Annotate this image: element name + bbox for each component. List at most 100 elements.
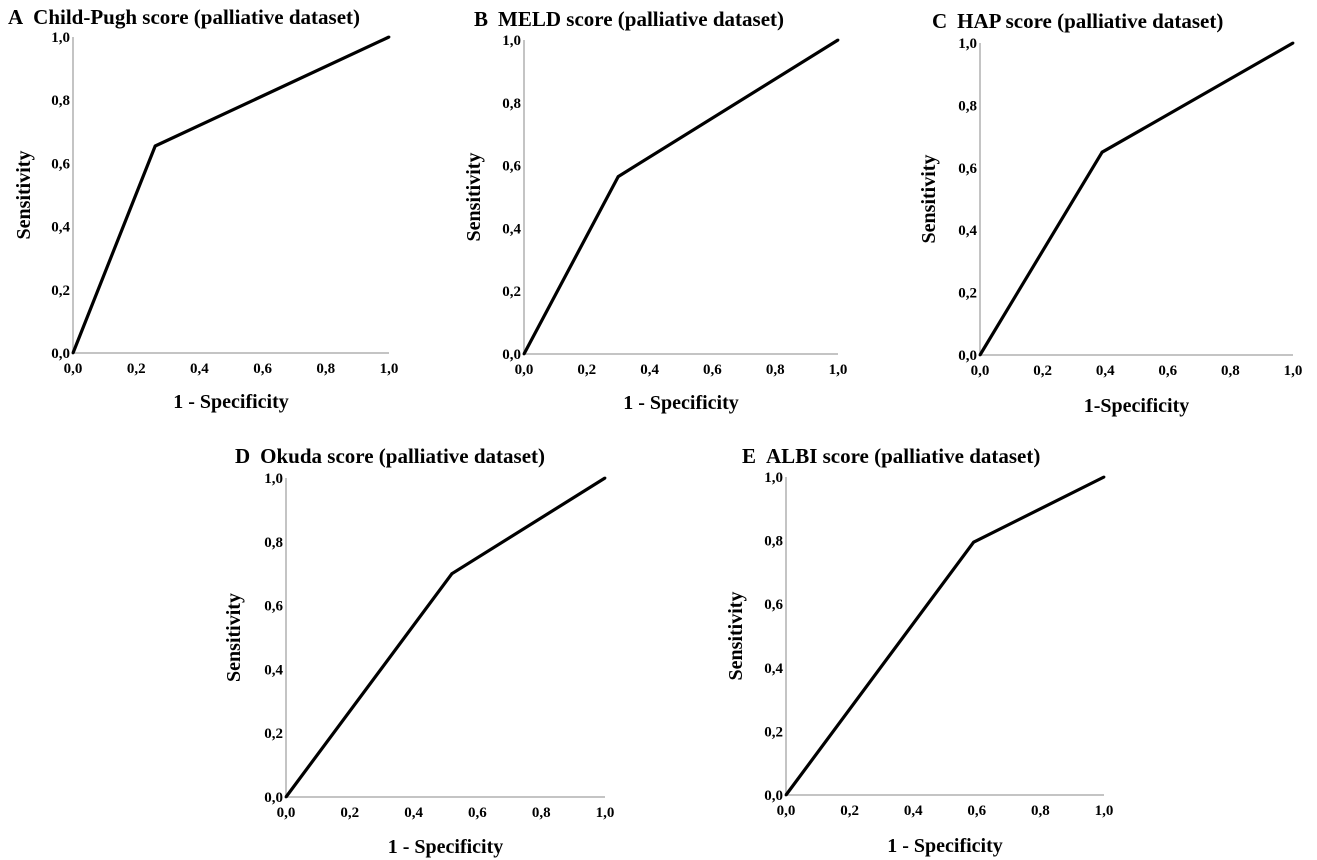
panel-c-y-tick-label: 1,0: [958, 36, 977, 52]
panel-b-x-tick-label: 1,0: [829, 362, 848, 378]
panel-a-y-tick-label: 0,0: [51, 346, 70, 362]
panel-b-x-tick-label: 0,2: [577, 362, 596, 378]
panel-a-y-label: Sensitivity: [13, 151, 35, 240]
panel-c-letter: C: [932, 9, 947, 33]
panel-c-x-tick-label: 1,0: [1284, 363, 1303, 379]
panel-b-x-label: 1 - Specificity: [623, 392, 739, 414]
panel-b-roc-point: [836, 38, 840, 42]
panel-d-x-tick-label: 0,8: [532, 805, 551, 821]
panel-b-y-tick-label: 0,0: [502, 347, 521, 363]
panel-e-y-tick-label: 0,0: [764, 788, 783, 804]
panel-e-x-tick-label: 0,8: [1031, 803, 1050, 819]
panel-d-x-tick-label: 0,6: [468, 805, 487, 821]
panel-b-y-tick-label: 0,4: [502, 221, 521, 237]
panel-e-y-tick-label: 0,6: [764, 597, 783, 613]
panel-a-x-tick-label: 1,0: [380, 361, 399, 377]
panel-a: A Child-Pugh score (palliative dataset) 0,…: [8, 5, 398, 413]
panel-b-x-tick-label: 0,6: [703, 362, 722, 378]
panel-e-y-tick-label: 0,4: [764, 661, 783, 677]
panel-b-x-tick-label: 0,4: [640, 362, 659, 378]
panel-c-x-tick-label: 0,6: [1158, 363, 1177, 379]
panel-e-roc-point: [972, 540, 976, 544]
panel-d-x-tick-label: 0,0: [277, 805, 296, 821]
panel-c-y-tick-label: 0,4: [958, 223, 977, 239]
panel-d-y-label: Sensitivity: [223, 593, 245, 682]
panel-d-title: D Okuda score (palliative dataset): [235, 444, 545, 468]
panel-c-y-tick-label: 0,8: [958, 98, 977, 114]
panel-a-letter: A: [8, 5, 24, 29]
panel-d-roc-point: [284, 795, 288, 799]
panel-b-roc-curve: [522, 38, 839, 355]
panel-d-letter: D: [235, 444, 250, 468]
panel-e-x-tick-label: 0,2: [840, 803, 859, 819]
panel-b-letter: B: [474, 7, 488, 31]
panel-c-x-tick-label: 0,0: [971, 363, 990, 379]
panel-e-y-label: Sensitivity: [725, 592, 747, 681]
panel-d-y-tick-label: 0,6: [264, 599, 283, 615]
panel-d-roc-point: [603, 476, 607, 480]
panel-b-y-tick-label: 0,6: [502, 159, 521, 175]
panel-d-title-text: Okuda score (palliative dataset): [260, 444, 545, 468]
panel-a-x-tick-label: 0,2: [127, 361, 146, 377]
panel-b-y-tick-label: 1,0: [502, 33, 521, 49]
panel-c-roc-curve: [978, 41, 1294, 356]
panel-c-x-tick-label: 0,8: [1221, 363, 1240, 379]
panel-e-roc-point: [784, 793, 788, 797]
panel-a-x-tick-label: 0,8: [316, 361, 335, 377]
panel-e-roc-curve: [784, 475, 1105, 796]
panel-d-y-tick-label: 0,0: [264, 790, 283, 806]
panel-e-x-label: 1 - Specificity: [887, 835, 1003, 857]
panel-d-roc-point: [450, 572, 454, 576]
panel-e-x-tick-label: 1,0: [1095, 803, 1114, 819]
panel-e-y-tick-label: 0,2: [764, 724, 783, 740]
panel-a-y-tick-label: 0,2: [51, 283, 70, 299]
panel-c-roc-point: [1291, 41, 1295, 45]
panel-d-roc-curve: [284, 476, 606, 798]
panel-b-title: B MELD score (palliative dataset): [474, 7, 784, 31]
panel-c-x-label: 1-Specificity: [1084, 395, 1190, 417]
panel-b-y-tick-label: 0,8: [502, 96, 521, 112]
panel-b-y-label: Sensitivity: [463, 153, 485, 242]
panel-a-y-tick-label: 0,8: [51, 93, 70, 109]
panel-a-x-tick-label: 0,6: [253, 361, 272, 377]
panel-d-y-tick-label: 0,4: [264, 662, 283, 678]
panel-a-roc-point: [71, 351, 75, 355]
panel-c: C HAP score (palliative dataset) 0,0 0,2 0,4…: [918, 9, 1302, 417]
panel-c-y-tick-label: 0,6: [958, 161, 977, 177]
panel-c-x-tick-label: 0,4: [1096, 363, 1115, 379]
panel-e-y-tick-label: 0,8: [764, 534, 783, 550]
panel-a-title-text: Child-Pugh score (palliative dataset): [33, 5, 360, 29]
panel-d-y-tick-label: 0,8: [264, 535, 283, 551]
panel-a-y-tick-label: 1,0: [51, 30, 70, 46]
panel-e-x-tick-label: 0,0: [777, 803, 796, 819]
panel-d-x-label: 1 - Specificity: [388, 836, 504, 858]
panel-d-y-tick-label: 0,2: [264, 726, 283, 742]
panel-e-x-tick-label: 0,4: [904, 803, 923, 819]
panel-a-y-tick-label: 0,6: [51, 156, 70, 172]
panel-a-y-tick-label: 0,4: [51, 220, 70, 236]
panel-e-letter: E: [742, 444, 756, 468]
panel-c-y-tick-label: 0,2: [958, 286, 977, 302]
panel-b: B MELD score (palliative dataset) 0,0 0,2 0,…: [463, 7, 847, 414]
panel-b-roc-point: [522, 352, 526, 356]
panel-a-title: A Child-Pugh score (palliative dataset): [8, 5, 360, 29]
panel-b-title-text: MELD score (palliative dataset): [498, 7, 784, 31]
panel-e: E ALBI score (palliative dataset) 0,0 0,2 0,…: [725, 444, 1113, 857]
panel-c-roc-point: [1100, 150, 1104, 154]
panel-e-roc-point: [1102, 475, 1106, 479]
panel-d-y-tick-label: 1,0: [264, 471, 283, 487]
panel-b-x-tick-label: 0,8: [766, 362, 785, 378]
panel-c-y-label: Sensitivity: [918, 155, 940, 244]
panel-e-x-tick-label: 0,6: [967, 803, 986, 819]
panel-b-y-tick-label: 0,2: [502, 284, 521, 300]
panel-c-roc-point: [978, 353, 982, 357]
panel-e-y-tick-label: 1,0: [764, 470, 783, 486]
panel-c-title: C HAP score (palliative dataset): [932, 9, 1223, 33]
panel-c-title-text: HAP score (palliative dataset): [957, 9, 1223, 33]
panel-a-x-tick-label: 0,0: [64, 361, 83, 377]
panel-e-title-text: ALBI score (palliative dataset): [766, 444, 1040, 468]
panel-e-title: E ALBI score (palliative dataset): [742, 444, 1040, 468]
panel-c-x-tick-label: 0,2: [1033, 363, 1052, 379]
panel-b-x-tick-label: 0,0: [515, 362, 534, 378]
